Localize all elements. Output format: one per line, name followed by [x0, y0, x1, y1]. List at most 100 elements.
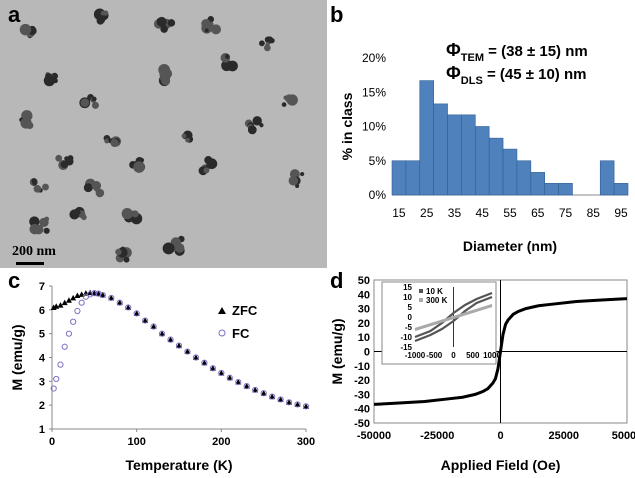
y-tick-label: 20%	[362, 51, 386, 65]
zfc-point	[294, 401, 301, 407]
y-tick-label: 5%	[369, 154, 387, 168]
zfc-point	[116, 299, 123, 306]
particle-cluster	[225, 54, 230, 59]
y-axis-label: M (emu/g)	[9, 324, 25, 390]
particle-cluster	[167, 19, 176, 27]
zfc-point	[133, 310, 140, 316]
zfc-point	[167, 336, 174, 343]
particle-cluster	[100, 10, 106, 16]
x-tick-label: 85	[587, 206, 601, 220]
histogram-bar	[530, 172, 546, 196]
y-tick-label: 20	[358, 318, 370, 330]
scale-bar-label: 200 nm	[12, 244, 56, 259]
inset-y-tick-label: 5	[408, 303, 413, 312]
zfc-point	[277, 396, 284, 402]
fc-point	[192, 354, 200, 361]
histogram-bar	[447, 114, 462, 196]
x-tick-label: 55	[503, 206, 517, 220]
particle-cluster	[181, 133, 187, 139]
y-axis-label: M (emu/g)	[329, 318, 345, 384]
histogram-bar	[419, 80, 434, 196]
fc-point	[70, 318, 77, 325]
histogram-bar	[544, 183, 559, 196]
zfc-point	[243, 383, 250, 389]
particle-cluster	[19, 23, 32, 36]
x-tick-label: 100	[127, 436, 145, 448]
fc-point	[95, 290, 102, 297]
y-tick-label: -20	[354, 375, 370, 387]
panel-letter-d: d	[330, 268, 344, 293]
particle-cluster	[76, 210, 81, 215]
x-tick-label: -25000	[420, 430, 454, 442]
inset-legend-marker	[419, 289, 423, 293]
y-tick-label: 50	[358, 275, 370, 287]
zfc-point	[201, 359, 208, 366]
inset-x-tick-label: 0	[451, 351, 456, 360]
inset-legend-marker	[419, 298, 423, 302]
zfc-point	[303, 403, 309, 409]
x-tick-label: 300	[297, 436, 315, 448]
y-tick-label: 5	[39, 329, 45, 341]
phi-symbol: Φ	[446, 40, 461, 60]
x-tick-label: 15	[392, 206, 406, 220]
fc-point	[209, 365, 216, 372]
particle-cluster	[210, 24, 221, 35]
inset-x-tick-label: 500	[466, 351, 480, 360]
particle-cluster	[227, 60, 238, 72]
particle-cluster	[121, 208, 133, 220]
fc-point	[226, 374, 233, 381]
y-tick-label: 10%	[362, 120, 386, 134]
fc-point	[133, 310, 140, 317]
fc-point	[175, 342, 183, 349]
fc-point	[243, 383, 250, 390]
particle-cluster	[185, 137, 190, 143]
y-tick-label: 15%	[362, 85, 386, 99]
histogram-bar	[613, 183, 629, 196]
zfc-point	[70, 294, 77, 301]
zfc-point	[252, 386, 259, 393]
particle-cluster	[139, 157, 145, 163]
fc-point	[167, 336, 174, 343]
particle-cluster	[91, 96, 97, 102]
fc-point	[285, 399, 293, 406]
size-histogram: 0% 5% 10% 15% 20% 15 25 35 45 55 65 75 85 95 Diameter …	[339, 40, 629, 254]
zfc-point	[150, 323, 157, 330]
histogram-bar	[599, 160, 615, 196]
y-tick-label: 30	[358, 304, 370, 316]
fc-point	[99, 291, 106, 299]
histogram-bar	[502, 148, 518, 196]
particle-cluster	[43, 227, 50, 234]
zfc-point	[192, 354, 199, 360]
y-tick-label: 4	[39, 353, 46, 365]
x-tick-label: -50000	[357, 430, 391, 442]
fc-point	[61, 343, 68, 350]
particle-cluster	[45, 73, 53, 81]
zfc-point	[65, 297, 72, 303]
particle-cluster	[252, 116, 262, 126]
fc-point	[260, 390, 267, 397]
zfc-point	[209, 365, 216, 371]
fc-point	[150, 323, 157, 330]
y-tick-label: -50	[354, 418, 370, 430]
fc-point	[235, 378, 242, 386]
x-axis-label: Applied Field (Oe)	[441, 457, 561, 473]
zfc-point	[176, 342, 182, 349]
inset-x-tick-label: 1000	[483, 351, 501, 360]
particle-cluster	[204, 28, 209, 33]
zfc-point	[57, 302, 64, 308]
particle-cluster	[20, 117, 32, 129]
legend-zfc-label: ZFC	[232, 303, 258, 318]
fc-point	[252, 386, 259, 394]
histogram-bar	[516, 160, 532, 196]
inset-y-tick-label: -15	[400, 343, 412, 352]
annotation-value: = (45 ± 10) nm	[483, 66, 587, 83]
particle-cluster	[281, 102, 287, 107]
x-axis-label: Diameter (nm)	[463, 238, 557, 254]
x-tick-label: 0	[49, 436, 55, 448]
fc-point	[142, 317, 149, 324]
fc-point	[184, 348, 191, 355]
histogram-bar	[405, 160, 421, 196]
x-tick-label: 50000	[612, 430, 635, 442]
y-tick-label: 7	[39, 281, 45, 293]
fc-point	[125, 304, 132, 311]
